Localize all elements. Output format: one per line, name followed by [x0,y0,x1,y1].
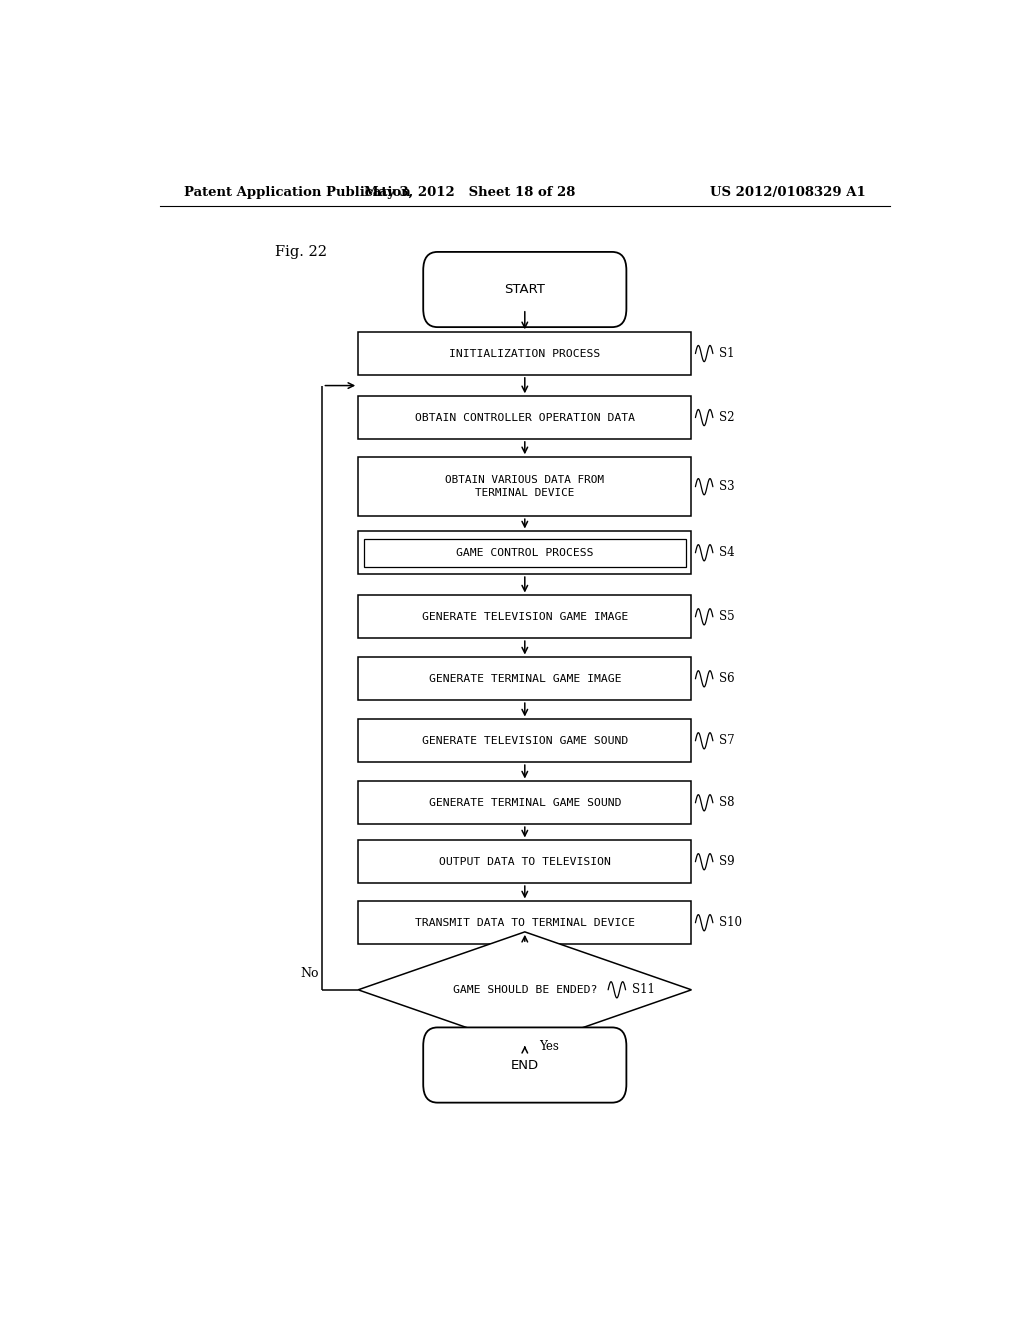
Text: GAME SHOULD BE ENDED?: GAME SHOULD BE ENDED? [453,985,597,995]
Text: OUTPUT DATA TO TELEVISION: OUTPUT DATA TO TELEVISION [439,857,610,867]
Text: Fig. 22: Fig. 22 [274,246,327,259]
Bar [364,539,686,568]
Bar [358,902,691,944]
Bar [358,457,691,516]
Text: S9: S9 [719,855,735,869]
Text: S6: S6 [719,672,735,685]
Bar [358,841,691,883]
Text: Yes: Yes [539,1040,559,1053]
Text: OBTAIN CONTROLLER OPERATION DATA: OBTAIN CONTROLLER OPERATION DATA [415,413,635,422]
Bar [358,657,691,700]
Bar [358,595,691,638]
Bar [358,532,691,574]
Text: START: START [505,282,545,296]
Text: S7: S7 [719,734,735,747]
Text: S5: S5 [719,610,735,623]
Text: S10: S10 [719,916,742,929]
Text: No: No [300,968,318,979]
Text: GENERATE TERMINAL GAME SOUND: GENERATE TERMINAL GAME SOUND [429,797,621,808]
Text: US 2012/0108329 A1: US 2012/0108329 A1 [711,186,866,199]
Text: GENERATE TELEVISION GAME IMAGE: GENERATE TELEVISION GAME IMAGE [422,611,628,622]
Bar [358,781,691,824]
Text: INITIALIZATION PROCESS: INITIALIZATION PROCESS [450,348,600,359]
Bar [358,396,691,440]
Text: TRANSMIT DATA TO TERMINAL DEVICE: TRANSMIT DATA TO TERMINAL DEVICE [415,917,635,928]
Text: GAME CONTROL PROCESS: GAME CONTROL PROCESS [456,548,594,558]
Polygon shape [358,932,691,1048]
Bar [358,333,691,375]
Text: S8: S8 [719,796,735,809]
Text: GENERATE TELEVISION GAME SOUND: GENERATE TELEVISION GAME SOUND [422,735,628,746]
Bar [358,719,691,762]
FancyBboxPatch shape [423,1027,627,1102]
Text: S1: S1 [719,347,735,360]
Text: OBTAIN VARIOUS DATA FROM
TERMINAL DEVICE: OBTAIN VARIOUS DATA FROM TERMINAL DEVICE [445,475,604,498]
Text: END: END [511,1059,539,1072]
Text: GENERATE TERMINAL GAME IMAGE: GENERATE TERMINAL GAME IMAGE [429,673,621,684]
Text: May 3, 2012   Sheet 18 of 28: May 3, 2012 Sheet 18 of 28 [364,186,574,199]
Text: S2: S2 [719,411,735,424]
Text: S3: S3 [719,480,735,494]
Text: Patent Application Publication: Patent Application Publication [183,186,411,199]
Text: S4: S4 [719,546,735,560]
Text: S11: S11 [632,983,654,997]
FancyBboxPatch shape [423,252,627,327]
